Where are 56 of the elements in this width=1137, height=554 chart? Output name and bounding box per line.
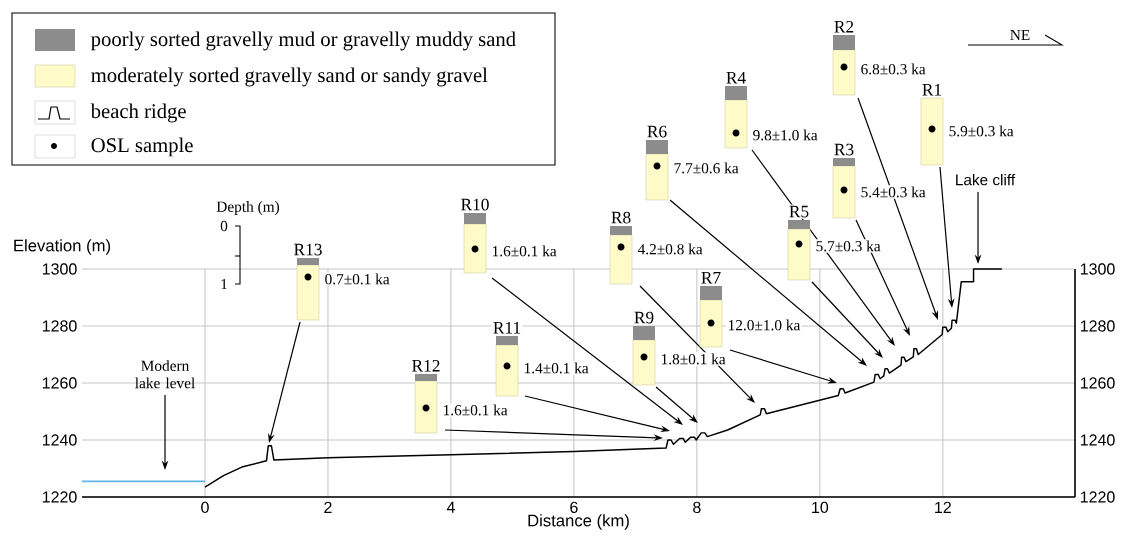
y2-tick-label: 1300 <box>1080 263 1115 275</box>
annotation: 1.6±0.1 ka <box>443 404 508 416</box>
x-axis-title: Distance (km) <box>528 514 629 530</box>
text: poorly sorted gravelly mud or gravelly muddy sand <box>91 31 516 51</box>
text: 7.7±0.6 ka <box>674 162 739 174</box>
annotation: R9 <box>634 311 654 324</box>
y-tick-label: 1220 <box>42 491 77 503</box>
text: 0 <box>220 220 228 232</box>
y-tick-label: 1260 <box>42 377 77 389</box>
annotation: 1.4±0.1 ka <box>524 362 589 374</box>
text: R10 <box>461 198 489 211</box>
x-tick-label: 0 <box>201 501 209 514</box>
text: 1.6±0.1 ka <box>492 245 557 257</box>
y-axis-title: Elevation (m) <box>14 239 111 255</box>
text: R8 <box>611 211 631 224</box>
text: Lake cliff <box>956 174 1016 186</box>
annotation: 12.0±1.0 ka <box>728 319 801 331</box>
y2-tick-label: 1240 <box>1080 434 1115 446</box>
text: 9.8±1.0 ka <box>753 129 818 141</box>
text: moderately sorted gravelly sand or sandy gravel <box>91 67 488 87</box>
text: Depth (m) <box>216 201 280 215</box>
annotation: 1.8±0.1 ka <box>661 353 726 365</box>
line-series <box>204 268 1003 488</box>
text: OSL sample <box>91 137 193 157</box>
x-tick-label: 2 <box>324 501 332 513</box>
text: 5.9±0.3 ka <box>949 125 1014 137</box>
text: 5.7±0.3 ka <box>816 240 881 252</box>
text: R13 <box>294 243 322 256</box>
text: 6.8±0.3 ka <box>861 63 926 75</box>
text: R3 <box>834 143 854 156</box>
y2-tick-label: 1260 <box>1080 377 1115 389</box>
x-tick-label: 12 <box>935 501 951 513</box>
y-tick-label: 1300 <box>42 263 77 275</box>
x-tick-label: 4 <box>446 501 455 513</box>
y-tick-label: 1280 <box>42 320 77 332</box>
text: R5 <box>789 205 809 218</box>
annotation: R11 <box>493 321 521 334</box>
text: R1 <box>922 83 942 96</box>
text: NE <box>1010 29 1030 41</box>
text: R6 <box>647 125 667 138</box>
annotation: R7 <box>701 272 721 284</box>
text: 5.4±0.3 ka <box>861 186 926 198</box>
y2-tick-label: 1220 <box>1080 491 1115 503</box>
x-tick-label: 10 <box>812 501 829 514</box>
text: 4.2±0.8 ka <box>637 243 703 255</box>
x-tick-label: 6 <box>570 501 578 514</box>
y2-tick-label: 1280 <box>1080 320 1115 332</box>
text: R4 <box>726 71 746 84</box>
x-tick-label: 8 <box>693 501 701 514</box>
text: beach ridge <box>90 103 186 123</box>
text: R2 <box>834 20 854 33</box>
y-tick-label: 1240 <box>42 434 77 446</box>
annotation: 0.7±0.1 ka <box>325 273 390 285</box>
annotation: Modern lake level <box>135 360 195 389</box>
annotation: 1 <box>221 278 227 290</box>
annotation: R12 <box>412 359 440 372</box>
